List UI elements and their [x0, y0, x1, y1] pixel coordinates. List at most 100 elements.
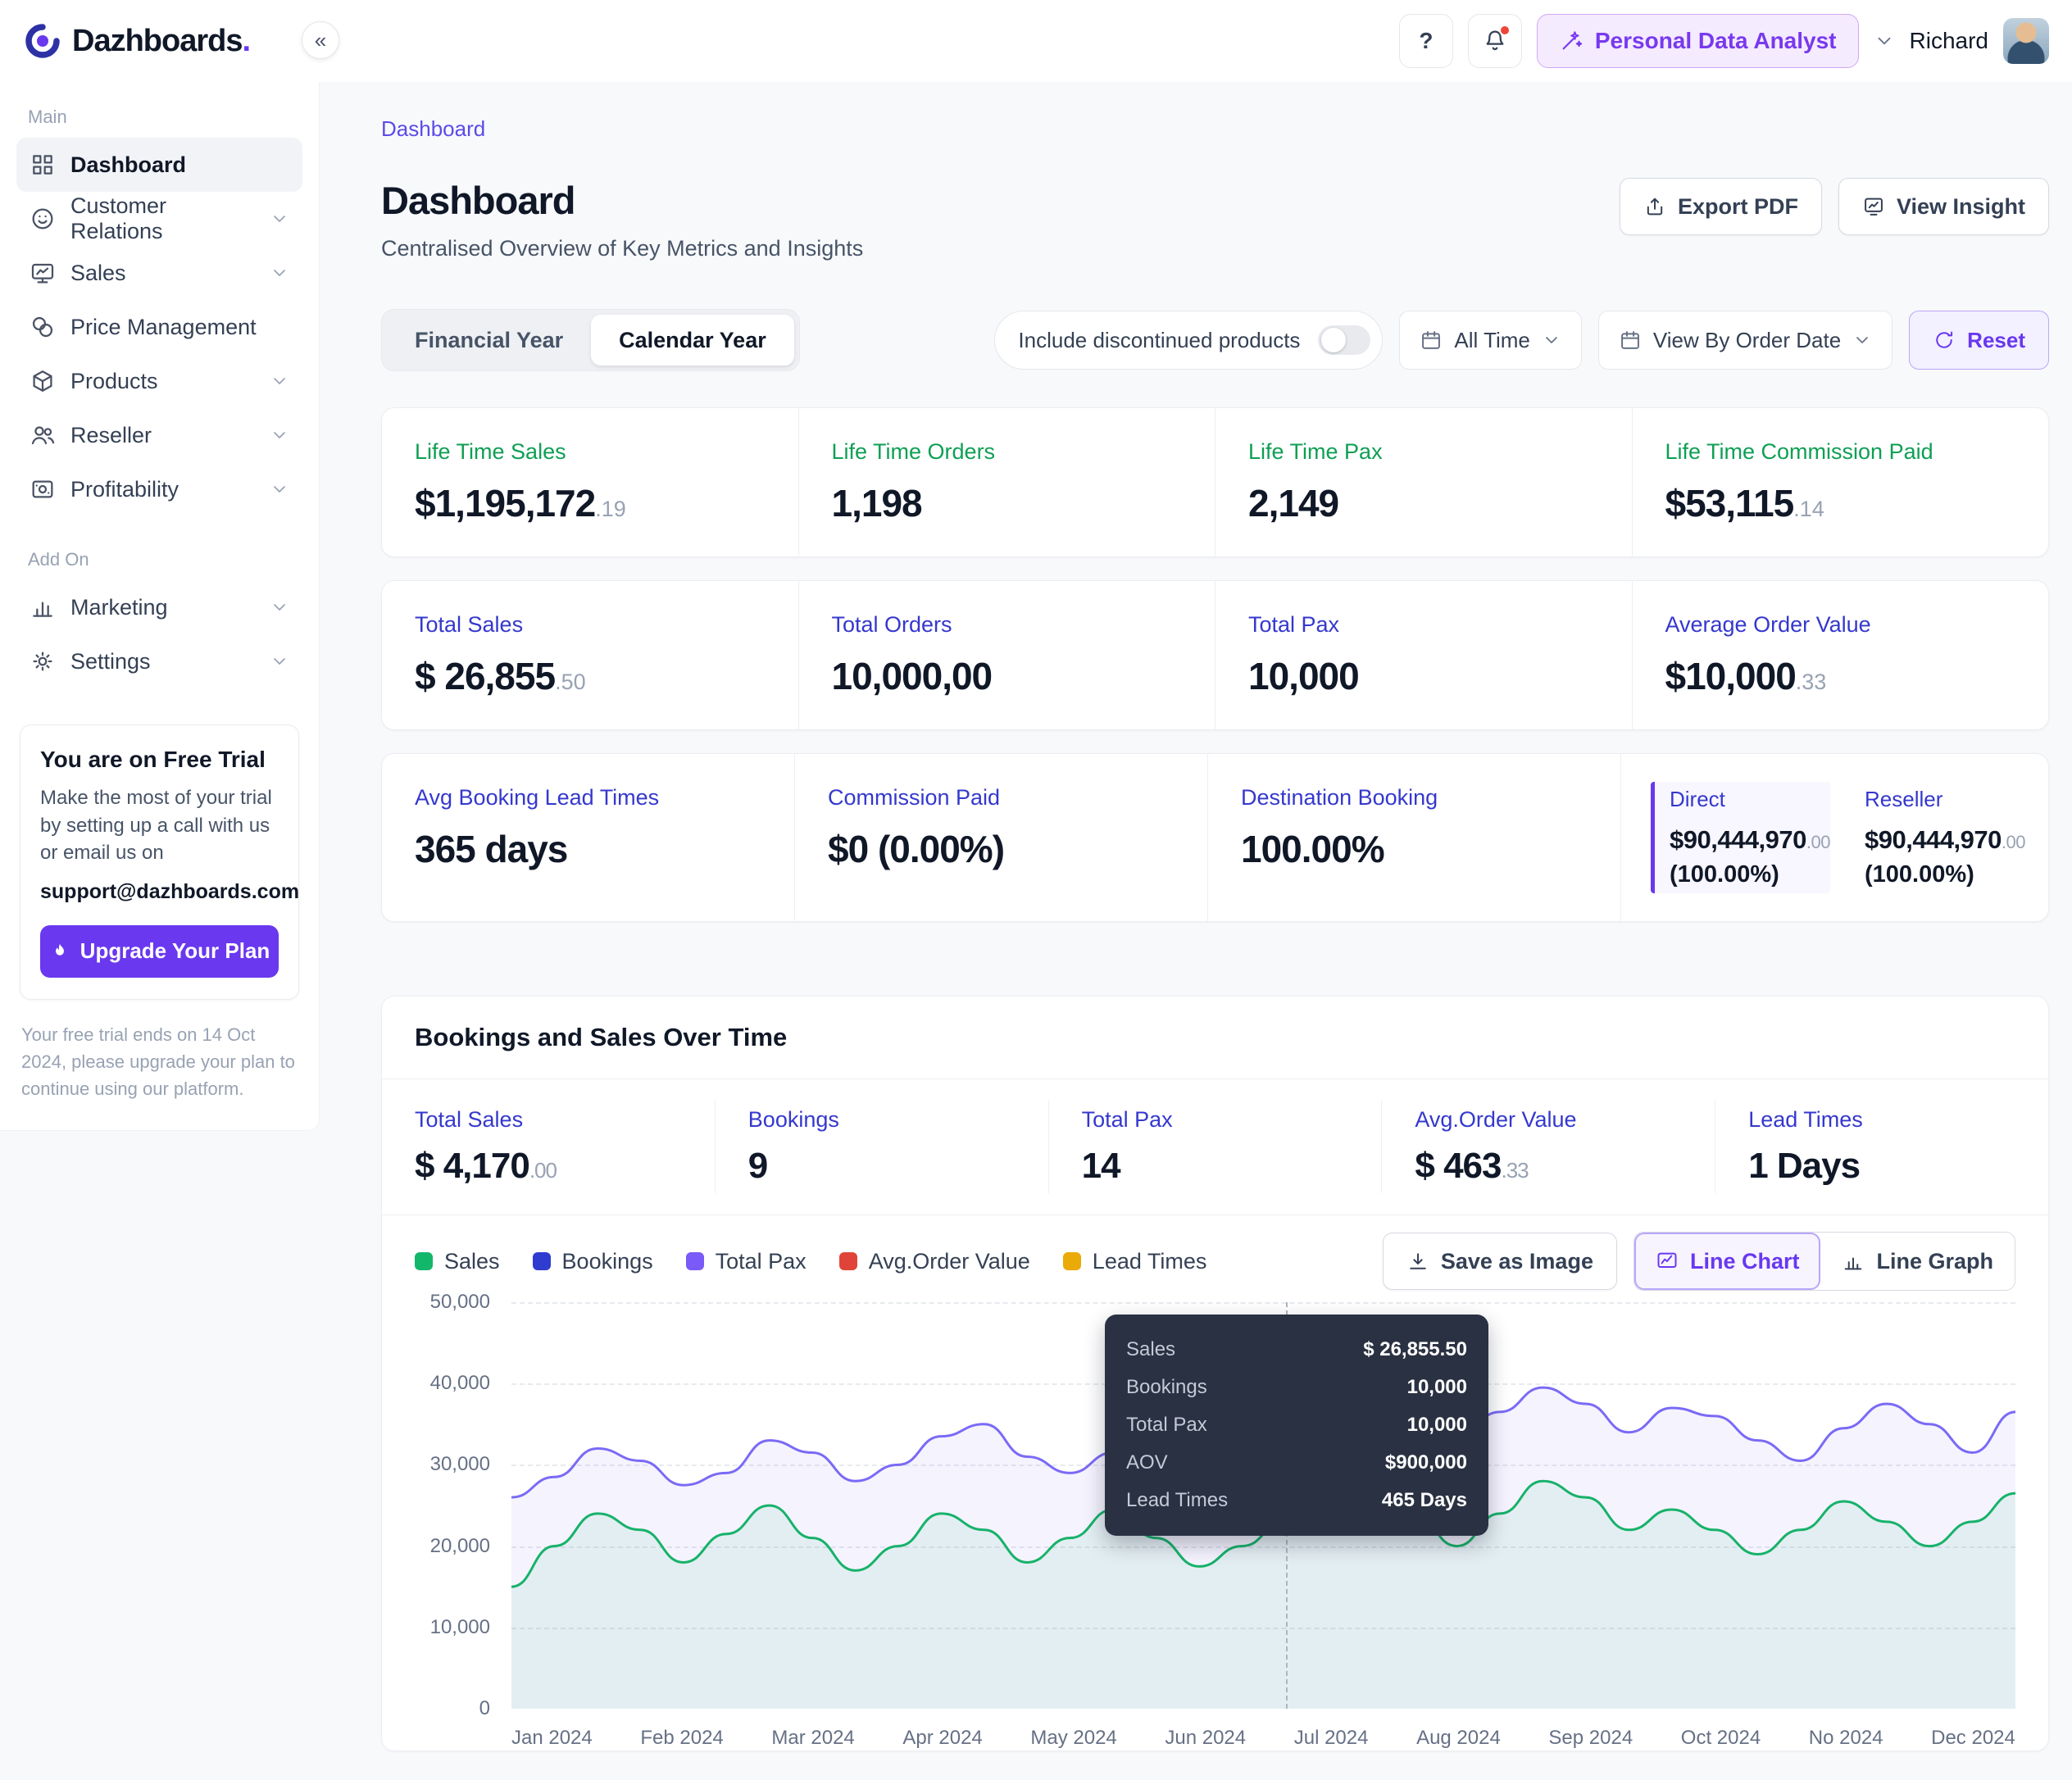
kpi-label: Life Time Pax: [1248, 439, 1383, 464]
bm-value: 9: [747, 1146, 769, 1186]
header-actions: ? Personal Data Analyst Richard: [1398, 14, 2049, 68]
main-content: Dashboard Dashboard Centralised Overview…: [320, 82, 2072, 1780]
line-graph-segment[interactable]: Line Graph: [1820, 1233, 2015, 1290]
legend-label: Sales: [444, 1248, 500, 1274]
sidebar-item-reseller[interactable]: Reseller: [16, 408, 302, 462]
discontinued-label: Include discontinued products: [1018, 327, 1301, 352]
tab-financial-year[interactable]: Financial Year: [415, 327, 564, 352]
kpi-value: 10,000: [1248, 655, 1360, 697]
kpi-row-totals: Total Sales $ 26,855.50 Total Orders 10,…: [381, 580, 2049, 730]
breadcrumb[interactable]: Dashboard: [381, 116, 486, 141]
kpi-value: 10,000,00: [831, 655, 993, 697]
x-tick: Jul 2024: [1293, 1727, 1369, 1749]
personal-data-analyst-button[interactable]: Personal Data Analyst: [1536, 14, 1859, 68]
page-subtitle: Centralised Overview of Key Metrics and …: [381, 236, 864, 261]
bm-label: Avg.Order Value: [1415, 1107, 1577, 1132]
x-tick: Jun 2024: [1165, 1727, 1247, 1749]
bm-value: $ 463.33: [1415, 1146, 1529, 1186]
view-insight-button[interactable]: View Insight: [1838, 178, 2049, 235]
user-name[interactable]: Richard: [1909, 28, 1988, 53]
chart-tooltip: Sales $ 26,855.50 Bookings 10,000 Total Pa…: [1105, 1315, 1488, 1536]
x-tick: May 2024: [1030, 1727, 1117, 1749]
user-avatar[interactable]: [2003, 18, 2049, 64]
kpi-label: Total Sales: [415, 612, 524, 637]
sidebar-item-sales[interactable]: Sales: [16, 246, 302, 300]
refresh-icon: [1936, 331, 1953, 348]
y-tick: 40,000: [429, 1372, 490, 1395]
save-as-image-button[interactable]: Save as Image: [1382, 1233, 1617, 1290]
bm-label: Total Sales: [415, 1107, 524, 1132]
monitor-chart-icon: [30, 260, 56, 286]
sidebar-collapse-button[interactable]: «: [302, 21, 339, 59]
view-by-dropdown[interactable]: View By Order Date: [1597, 311, 1893, 370]
notifications-button[interactable]: [1467, 14, 1522, 68]
user-menu-chevron-icon[interactable]: [1874, 30, 1895, 52]
sidebar: Main Dashboard Customer Relations Sales: [0, 82, 320, 1780]
kpi-total-orders: Total Orders 10,000,00: [797, 581, 1215, 729]
sidebar-item-settings[interactable]: Settings: [16, 634, 302, 688]
tab-calendar-year[interactable]: Calendar Year: [591, 315, 794, 366]
sidebar-item-profitability[interactable]: Profitability: [16, 462, 302, 516]
legend-item-aov[interactable]: Avg.Order Value: [838, 1249, 1030, 1274]
top-header: Dazhboards. « ? Personal Data Analyst: [0, 0, 2072, 82]
direct-metric[interactable]: Direct $90,444,970.00 (100.00%): [1651, 782, 1831, 893]
tooltip-row: AOV $900,000: [1126, 1451, 1467, 1473]
toggle-knob: [1321, 328, 1347, 352]
all-time-label: All Time: [1454, 327, 1530, 352]
legend-label: Bookings: [561, 1248, 653, 1274]
reseller-metric[interactable]: Reseller $90,444,970.00 (100.00%): [1850, 782, 2026, 893]
kpi-commission-paid: Commission Paid $0 (0.00%): [794, 754, 1207, 921]
bookings-sales-card: Bookings and Sales Over Time Total Sales…: [381, 996, 2049, 1751]
gear-icon: [30, 648, 56, 674]
help-button[interactable]: ?: [1398, 14, 1453, 68]
sidebar-item-label: Marketing: [70, 594, 168, 620]
bar-chart-icon: [30, 594, 56, 620]
direct-percent: (100.00%): [1670, 861, 1779, 888]
upgrade-plan-button[interactable]: Upgrade Your Plan: [40, 924, 279, 978]
line-graph-label: Line Graph: [1876, 1248, 1993, 1274]
legend-item-lead-times[interactable]: Lead Times: [1062, 1249, 1206, 1274]
include-discontinued-toggle[interactable]: Include discontinued products: [994, 311, 1384, 370]
kpi-destination-booking: Destination Booking 100.00%: [1207, 754, 1620, 921]
y-tick: 0: [479, 1697, 490, 1719]
legend-item-sales[interactable]: Sales: [415, 1249, 500, 1274]
sidebar-item-dashboard[interactable]: Dashboard: [16, 138, 302, 192]
kpi-label: Avg Booking Lead Times: [415, 785, 660, 810]
kpi-value: $53,115.14: [1665, 482, 1824, 524]
chart-plot-area[interactable]: [511, 1302, 2015, 1709]
sidebar-item-price-management[interactable]: Price Management: [16, 300, 302, 354]
sidebar-item-marketing[interactable]: Marketing: [16, 580, 302, 634]
x-tick: Oct 2024: [1680, 1727, 1761, 1749]
toggle-switch[interactable]: [1318, 325, 1371, 355]
coins-icon: [30, 314, 56, 340]
chevron-down-icon: [1852, 330, 1872, 350]
sidebar-item-products[interactable]: Products: [16, 354, 302, 408]
all-time-dropdown[interactable]: All Time: [1399, 311, 1582, 370]
kpi-life-time-orders: Life Time Orders 1,198: [797, 408, 1215, 556]
bm-avg-order-value: Avg.Order Value $ 463.33: [1381, 1101, 1715, 1193]
sidebar-item-label: Products: [70, 368, 158, 393]
smile-face-icon: [30, 206, 56, 232]
chart-toolbar: Sales Bookings Total Pax Avg.Order Value…: [382, 1215, 2048, 1299]
save-image-label: Save as Image: [1440, 1248, 1593, 1274]
line-chart-segment[interactable]: Line Chart: [1634, 1233, 1821, 1290]
chevron-down-icon: [270, 597, 289, 617]
x-tick: Aug 2024: [1416, 1727, 1501, 1749]
sidebar-item-customer-relations[interactable]: Customer Relations: [16, 192, 302, 246]
trial-email[interactable]: support@dazhboards.com: [40, 879, 300, 903]
insight-chart-icon: [1865, 198, 1883, 216]
kpi-row-bookings: Avg Booking Lead Times 365 days Commissi…: [381, 753, 2049, 922]
box-icon: [30, 368, 56, 394]
chevron-down-icon: [270, 652, 289, 671]
kpi-label: Total Pax: [1248, 612, 1340, 637]
legend-item-total-pax[interactable]: Total Pax: [685, 1249, 807, 1274]
kpi-value: $1,195,172.19: [415, 482, 626, 524]
tooltip-row: Total Pax 10,000: [1126, 1414, 1467, 1436]
collapse-icon: «: [314, 27, 327, 52]
chevron-down-icon: [270, 479, 289, 499]
export-pdf-button[interactable]: Export PDF: [1619, 178, 1822, 235]
kpi-label: Life Time Orders: [831, 439, 996, 464]
reset-button[interactable]: Reset: [1909, 311, 2049, 370]
kpi-label: Life Time Sales: [415, 439, 566, 464]
legend-item-bookings[interactable]: Bookings: [532, 1248, 653, 1274]
